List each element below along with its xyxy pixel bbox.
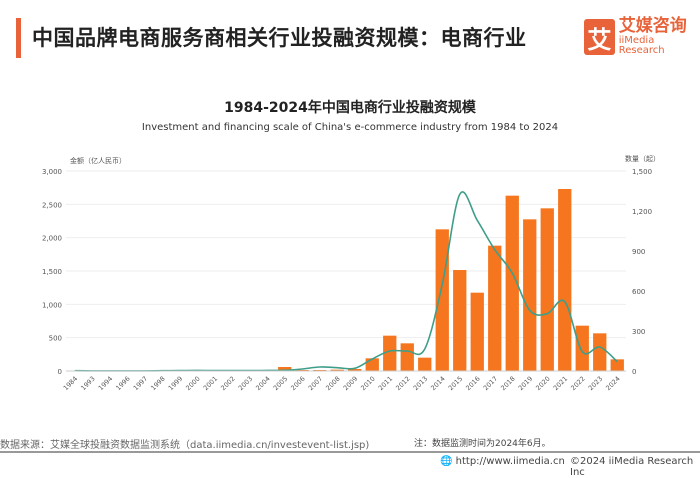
chart: 0 500 1,000 1,500 2,000 2,500 3,000 0 300 600 900 1… xyxy=(0,0,700,430)
y-tick-right: 1,500 xyxy=(632,168,652,176)
x-tick: 2005 xyxy=(272,375,289,392)
bar-2017 xyxy=(488,246,501,371)
y-tick-right: 900 xyxy=(632,248,645,256)
bar-2016 xyxy=(471,293,484,371)
x-tick: 2018 xyxy=(499,375,516,392)
globe-icon: 🌐 xyxy=(440,456,452,467)
data-note: 注：数据监测时间为2024年6月。 xyxy=(414,436,551,449)
x-tick: 2016 xyxy=(464,375,481,392)
y-tick-left: 2,500 xyxy=(42,201,62,209)
x-tick: 2003 xyxy=(237,375,254,392)
x-tick: 2013 xyxy=(412,375,429,392)
bar-2010 xyxy=(366,358,379,371)
y-tick-right: 0 xyxy=(632,368,636,376)
footer-copyright: ©2024 iiMedia Research Inc xyxy=(570,456,700,478)
x-tick: 2006 xyxy=(289,375,306,392)
bar-2022 xyxy=(576,326,589,371)
x-tick: 1999 xyxy=(167,375,184,392)
x-tick: 2002 xyxy=(219,375,236,392)
x-tick: 2015 xyxy=(447,375,464,392)
x-tick: 2007 xyxy=(307,375,324,392)
x-tick: 2022 xyxy=(569,375,586,392)
x-tick: 2009 xyxy=(342,375,359,392)
bar-2021 xyxy=(558,189,571,371)
x-tick: 2012 xyxy=(394,375,411,392)
x-tick: 2011 xyxy=(377,375,394,392)
x-tick: 1997 xyxy=(132,375,149,392)
footer-divider xyxy=(0,451,700,453)
y-tick-left: 500 xyxy=(49,335,62,343)
x-tick: 2021 xyxy=(552,375,569,392)
footer-url: 🌐 http://www.iimedia.cn xyxy=(440,456,565,467)
bar-2023 xyxy=(593,333,606,371)
source-note: 数据来源：艾媒全球投融资数据监测系统（data.iimedia.cn/inves… xyxy=(0,436,369,451)
y-tick-left: 1,000 xyxy=(42,301,62,309)
x-tick: 2020 xyxy=(534,375,551,392)
x-tick: 2008 xyxy=(324,375,341,392)
y-axis-label-left: 金额（亿人民币） xyxy=(70,156,126,165)
bar-2014 xyxy=(436,229,449,371)
y-axis-label-right: 数量（起） xyxy=(625,154,660,163)
x-tick: 1993 xyxy=(79,375,96,392)
x-tick: 2000 xyxy=(184,375,201,392)
y-tick-left: 0 xyxy=(58,368,62,376)
y-tick-right: 300 xyxy=(632,328,645,336)
bar-2020 xyxy=(541,208,554,371)
y-tick-left: 2,000 xyxy=(42,235,62,243)
bar-2013 xyxy=(418,358,431,371)
x-tick: 1996 xyxy=(114,375,131,392)
x-tick: 2017 xyxy=(482,375,499,392)
y-tick-right: 1,200 xyxy=(632,208,652,216)
x-tick: 1994 xyxy=(97,375,114,392)
x-tick: 2023 xyxy=(587,375,604,392)
x-tick: 1998 xyxy=(149,375,166,392)
x-tick: 2024 xyxy=(604,375,621,392)
y-tick-right: 600 xyxy=(632,288,645,296)
x-tick: 2019 xyxy=(517,375,534,392)
bar-2015 xyxy=(453,270,466,371)
x-tick: 2014 xyxy=(429,375,446,392)
bar-2012 xyxy=(401,343,414,371)
x-tick: 2001 xyxy=(202,375,219,392)
bar-2019 xyxy=(523,219,536,371)
x-tick: 1984 xyxy=(62,375,79,392)
y-tick-left: 1,500 xyxy=(42,268,62,276)
x-tick: 2004 xyxy=(254,375,271,392)
y-tick-left: 3,000 xyxy=(42,168,62,176)
x-tick: 2010 xyxy=(359,375,376,392)
